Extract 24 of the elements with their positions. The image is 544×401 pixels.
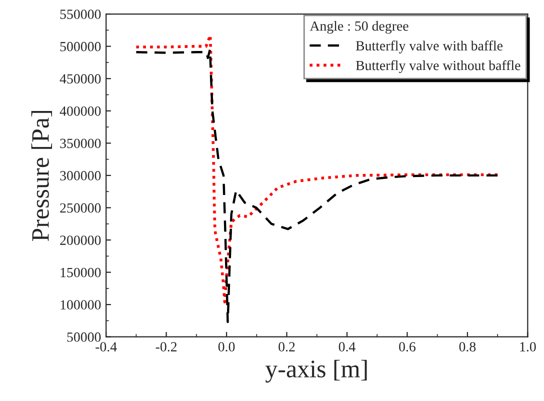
y-tick-label: 350000 bbox=[60, 138, 101, 148]
x-tick-label: 0.0 bbox=[218, 342, 235, 352]
y-tick-label: 250000 bbox=[60, 203, 101, 213]
legend-label: Butterfly valve with baffle bbox=[356, 40, 503, 54]
x-tick-label: 0.8 bbox=[459, 342, 476, 352]
y-tick-label: 50000 bbox=[67, 332, 101, 342]
x-tick-label: -0.2 bbox=[156, 342, 177, 352]
legend-title: Angle : 50 degree bbox=[310, 20, 408, 34]
y-tick-label: 500000 bbox=[60, 42, 101, 52]
y-tick-label: 100000 bbox=[60, 300, 101, 310]
y-tick-label: 200000 bbox=[60, 236, 101, 245]
x-tick-label: 0.2 bbox=[278, 342, 295, 352]
y-tick-label: 150000 bbox=[60, 268, 101, 278]
x-tick-label: 0.4 bbox=[338, 342, 356, 352]
x-axis-title: y-axis [m] bbox=[265, 360, 367, 383]
x-tick-label: 0.6 bbox=[399, 342, 416, 352]
x-tick-label: 1.0 bbox=[520, 342, 536, 352]
x-tick-label: -0.4 bbox=[96, 342, 117, 352]
y-axis-title: Pressure [Pa] bbox=[31, 110, 52, 242]
y-tick-label: 400000 bbox=[60, 106, 101, 116]
y-tick-label: 450000 bbox=[60, 74, 101, 84]
y-tick-label: 300000 bbox=[60, 171, 101, 180]
legend-label: Butterfly valve without baffle bbox=[356, 60, 520, 74]
y-tick-label: 550000 bbox=[60, 10, 101, 19]
